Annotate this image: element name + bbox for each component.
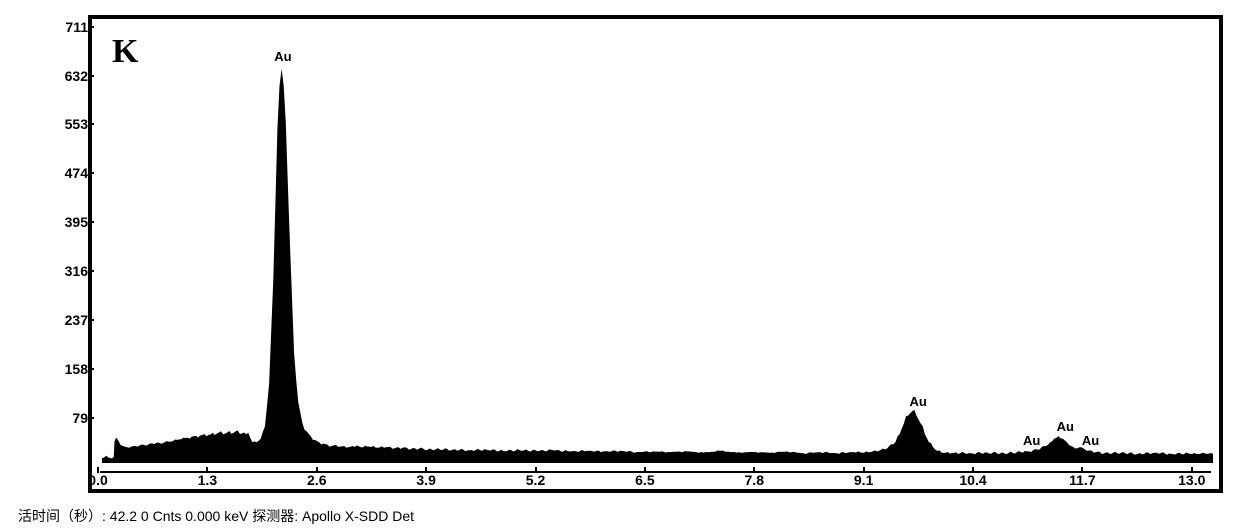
peak-label: Au xyxy=(1023,433,1040,448)
x-axis: 0.0 1.3 2.6 3.9 5.2 6.5 7.8 9.1 10.4 11.7 13.0 xyxy=(88,473,1227,493)
x-tick-mark xyxy=(425,467,427,473)
y-tick-mark xyxy=(88,75,94,77)
y-tick-mark xyxy=(88,368,94,370)
spectrum-fill xyxy=(102,69,1213,463)
x-tick-mark xyxy=(97,467,99,473)
x-tick-label: 13.0 xyxy=(1178,473,1205,487)
y-tick-mark xyxy=(88,172,94,174)
x-tick-label: 9.1 xyxy=(854,473,873,487)
y-tick-label: 316 xyxy=(54,264,88,278)
x-tick-mark xyxy=(972,467,974,473)
spectrum-svg xyxy=(102,25,1213,463)
plot-area: Au Au Au Au Au xyxy=(102,25,1213,463)
y-tick-mark xyxy=(88,221,94,223)
footer-text: 活时间（秒）: 42.2 0 Cnts 0.000 keV 探测器: Apoll… xyxy=(18,506,414,526)
x-tick-mark xyxy=(644,467,646,473)
x-tick-label: 11.7 xyxy=(1069,473,1095,487)
y-tick-mark xyxy=(88,123,94,125)
x-tick-label: 7.8 xyxy=(745,473,764,487)
y-tick-mark xyxy=(88,26,94,28)
plot-frame: K AuAuAuAuAu xyxy=(88,15,1223,493)
x-tick-label: 10.4 xyxy=(959,473,986,487)
y-tick-label: 711 xyxy=(54,20,88,34)
y-tick-label: 395 xyxy=(54,215,88,229)
y-tick-label: 474 xyxy=(54,166,88,180)
x-tick-label: 6.5 xyxy=(635,473,654,487)
x-tick-mark xyxy=(1081,467,1083,473)
y-tick-label: 553 xyxy=(54,117,88,131)
plot-inner: K AuAuAuAuAu xyxy=(96,23,1215,485)
y-tick-label: 79 xyxy=(54,411,88,425)
y-tick-label: 158 xyxy=(54,362,88,376)
y-axis: 79 158 237 316 395 474 553 632 711 xyxy=(50,15,88,493)
x-tick-label: 5.2 xyxy=(526,473,545,487)
x-tick-label: 1.3 xyxy=(198,473,217,487)
y-tick-mark xyxy=(88,417,94,419)
peak-label: Au xyxy=(1057,419,1074,434)
x-tick-mark xyxy=(316,467,318,473)
x-tick-label: 0.0 xyxy=(88,473,107,487)
peak-label: Au xyxy=(909,394,926,409)
y-tick-label: 632 xyxy=(54,69,88,83)
x-tick-mark xyxy=(1191,467,1193,473)
peak-label: Au xyxy=(274,49,291,64)
x-tick-label: 2.6 xyxy=(307,473,326,487)
peak-label: Au xyxy=(1082,433,1099,448)
y-tick-mark xyxy=(88,319,94,321)
y-tick-label: 237 xyxy=(54,313,88,327)
x-tick-mark xyxy=(863,467,865,473)
x-tick-mark xyxy=(753,467,755,473)
x-tick-mark xyxy=(206,467,208,473)
x-tick-label: 3.9 xyxy=(416,473,435,487)
y-tick-mark xyxy=(88,270,94,272)
chart-container: 79158237316395474553632711 K AuAuAuAuAu … xyxy=(0,0,1239,529)
x-tick-mark xyxy=(535,467,537,473)
